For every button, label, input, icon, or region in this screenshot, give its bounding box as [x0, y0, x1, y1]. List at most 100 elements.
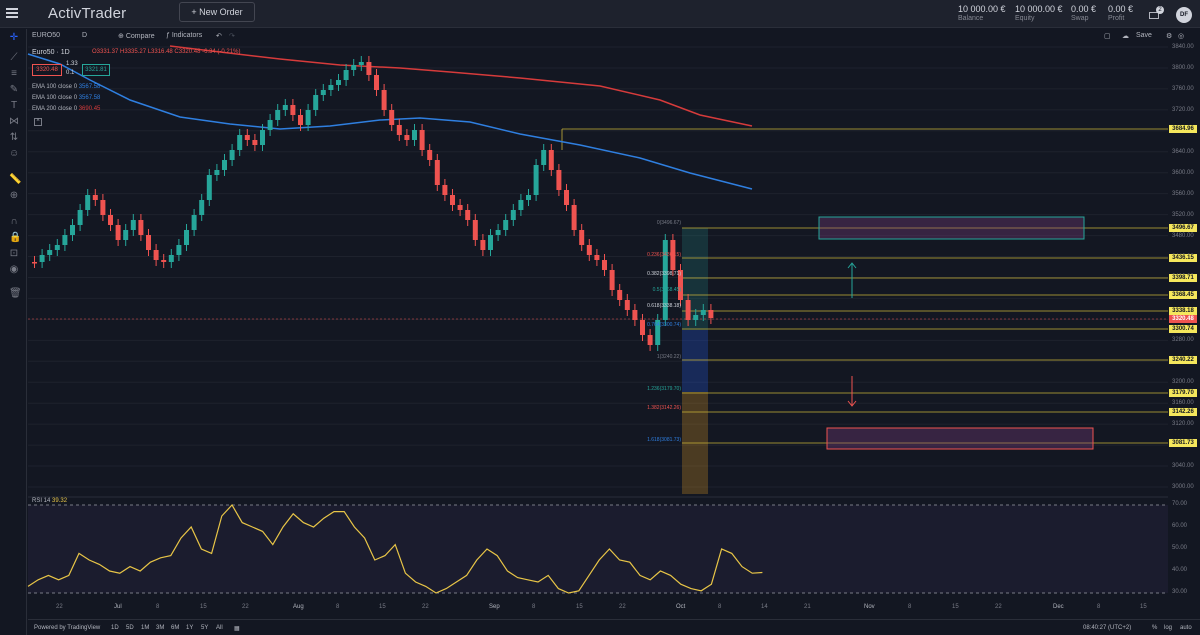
symbol-search[interactable]: EURO50	[32, 32, 61, 39]
range-button[interactable]: 3M	[156, 625, 165, 631]
zoom-icon[interactable]: ⊕	[9, 190, 19, 201]
compare-button[interactable]: ⊕ Compare	[118, 33, 155, 40]
interval-select[interactable]: D	[82, 32, 88, 39]
range-button[interactable]: 5D	[126, 625, 134, 631]
ema-legend-3: EMA 200 close 0 3690.45	[32, 106, 101, 112]
time-tick: 22	[995, 604, 1002, 610]
indicators-button[interactable]: ƒ Indicators	[166, 32, 203, 39]
brush-icon[interactable]: ✎	[9, 84, 19, 95]
new-order-button[interactable]: + New Order	[179, 2, 255, 22]
lock-icon[interactable]: 🔒	[9, 232, 22, 243]
trash-icon[interactable]: 🗑	[9, 288, 22, 299]
price-tag: 3398.71	[1169, 274, 1197, 282]
eye-icon[interactable]: ◉	[9, 264, 19, 275]
menu-icon[interactable]	[6, 8, 18, 18]
fib-icon[interactable]: ≡	[11, 68, 17, 79]
avatar[interactable]: DF	[1176, 7, 1192, 23]
candle-body	[457, 205, 463, 210]
candle-body	[647, 335, 653, 345]
profit-stat[interactable]: 0.00 € Profit	[1108, 4, 1134, 22]
range-button[interactable]: 1D	[111, 625, 119, 631]
price-tick: 3200.00	[1172, 379, 1194, 386]
candle-body	[404, 135, 410, 140]
candles	[32, 56, 714, 351]
candle-body	[298, 115, 303, 125]
candle-body	[396, 125, 402, 135]
logo: ActivTrader	[48, 5, 127, 22]
candle-body	[260, 130, 265, 145]
candle-body	[70, 225, 75, 235]
candle-body	[237, 135, 243, 150]
auto-toggle[interactable]: auto	[1180, 625, 1192, 631]
candle-body	[336, 80, 341, 85]
swap-stat: 0.00 € Swap	[1071, 4, 1097, 22]
lock-all-icon[interactable]: ⊡	[9, 248, 19, 259]
time-tick: 14	[761, 604, 768, 610]
ema-100-line	[27, 53, 753, 190]
candle-body	[617, 290, 623, 300]
price-tick: 3160.00	[1172, 400, 1194, 407]
candle-body	[571, 205, 577, 230]
settings-icon[interactable]: ⚙	[1166, 33, 1173, 40]
rsi-tick: 70.00	[1172, 501, 1188, 507]
range-button[interactable]: 6M	[171, 625, 180, 631]
price-tag: 3320.48	[1169, 315, 1197, 323]
collapse-legend-icon[interactable]: ^	[34, 118, 42, 126]
crosshair-icon[interactable]: ✛	[9, 32, 19, 43]
down-arrow-head	[847, 400, 857, 407]
magnet-icon[interactable]: ∩	[10, 216, 18, 227]
sell-price-button[interactable]: 3320.48	[32, 64, 62, 76]
candle-body	[108, 215, 113, 225]
emoji-icon[interactable]: ☺	[9, 148, 20, 159]
save-button[interactable]: Save	[1136, 32, 1152, 39]
price-tick: 3640.00	[1172, 148, 1194, 155]
range-button[interactable]: 5Y	[201, 625, 209, 631]
buy-price-button[interactable]: 3321.81	[82, 64, 110, 76]
undo-icon[interactable]: ↶	[216, 33, 222, 40]
trendline-icon[interactable]: ⟋	[10, 52, 18, 63]
time-tick: 8	[156, 604, 160, 610]
mail-icon[interactable]	[1149, 12, 1159, 19]
time-tick: Jul	[114, 604, 122, 610]
candle-body	[123, 230, 129, 240]
candle-body	[685, 300, 691, 320]
text-icon[interactable]: T	[10, 100, 18, 111]
candle-body	[594, 255, 600, 260]
candle-body	[328, 85, 334, 90]
candle-body	[222, 160, 227, 170]
log-toggle[interactable]: log	[1164, 625, 1173, 631]
percent-toggle[interactable]: %	[1152, 625, 1158, 631]
fib-zone-mid	[682, 330, 708, 392]
candle-body	[138, 220, 144, 235]
rsi-tick: 40.00	[1172, 567, 1188, 573]
measure-icon[interactable]: ⇅	[9, 132, 19, 143]
time-tick: 8	[532, 604, 536, 610]
lot-value[interactable]: 0.1	[66, 70, 75, 76]
price-tick: 3000.00	[1172, 484, 1194, 490]
rsi-tick: 50.00	[1172, 545, 1188, 551]
time-tick: 22	[242, 604, 249, 610]
pattern-icon[interactable]: ⋈	[9, 116, 19, 127]
range-button[interactable]: 1M	[141, 625, 150, 631]
candle-body	[495, 230, 501, 235]
range-button[interactable]: All	[216, 625, 223, 631]
candle-body	[130, 220, 136, 230]
candle-body	[700, 310, 706, 315]
camera-icon[interactable]: ◎	[1178, 33, 1185, 40]
time-tick: 15	[576, 604, 583, 610]
candle-body	[472, 220, 478, 240]
ruler-icon[interactable]: 📏	[9, 174, 22, 185]
candle-body	[206, 175, 212, 200]
fullscreen-icon[interactable]: ▢	[1104, 33, 1111, 40]
redo-icon[interactable]: ↷	[229, 33, 235, 40]
range-button[interactable]: 1Y	[186, 625, 194, 631]
up-arrow-head	[847, 262, 857, 269]
fib-label: 1.382(3142.26)	[647, 405, 681, 411]
candle-body	[381, 90, 387, 110]
candle-body	[564, 190, 569, 205]
rsi-tick: 30.00	[1172, 589, 1188, 595]
time-tick: 8	[718, 604, 722, 610]
cloud-icon[interactable]: ☁	[1122, 33, 1129, 40]
calendar-icon[interactable]: ▦	[234, 626, 240, 632]
